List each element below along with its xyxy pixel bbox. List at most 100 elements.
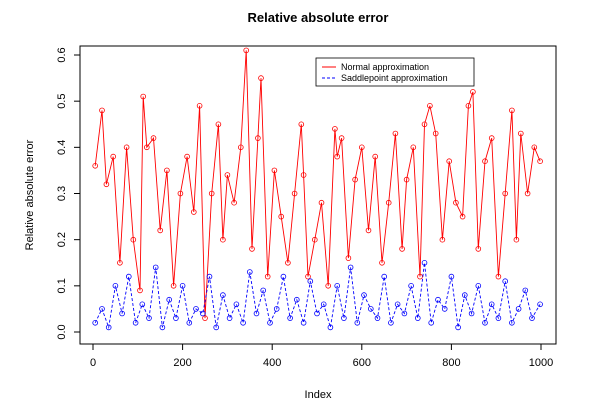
data-point [267,319,273,326]
data-point [338,135,345,141]
data-point [139,301,146,308]
data-point [365,227,372,234]
data-point [334,282,341,289]
data-point [488,135,495,141]
data-point [186,319,193,326]
data-point [515,306,522,312]
data-point [220,236,226,243]
data-point [427,103,433,109]
data-point [381,273,388,280]
data-point [325,282,332,289]
data-point [347,264,354,271]
data-point [300,319,307,326]
data-point [307,278,314,285]
data-point [488,301,495,308]
data-point [414,315,421,321]
data-point [298,121,305,128]
data-point [202,315,208,321]
data-point [253,310,260,317]
y-tick-label: 0.4 [56,140,68,155]
data-point [318,199,325,206]
data-point [517,130,524,137]
legend-label-normal: Normal approximation [341,62,429,72]
data-point [130,236,137,243]
y-tick-label: 0.3 [56,186,68,201]
data-point [271,167,278,174]
data-point [495,273,502,280]
data-point [332,126,338,132]
data-point [305,273,311,280]
data-point [240,319,246,326]
data-point [470,89,476,95]
data-point [226,315,233,321]
chart-title: Relative absolute error [248,10,389,25]
data-point [243,47,250,54]
data-point [110,153,116,160]
plot-frame [79,45,557,345]
data-point [191,209,197,215]
y-tick-label: 0.0 [56,324,68,339]
data-point [170,282,177,289]
data-point [215,121,222,128]
data-point [327,324,334,331]
data-point [146,315,152,321]
data-point [367,306,374,312]
data-point [179,282,186,289]
data-point [291,190,298,197]
data-point [314,310,320,317]
data-point [293,296,300,303]
data-point [249,246,255,252]
data-point [475,246,482,252]
y-tick-label: 0.5 [56,94,68,109]
data-point [99,107,105,114]
data-point [206,273,213,280]
data-point [522,287,529,294]
data-point [132,319,139,326]
data-point [509,107,515,114]
series-line [94,262,541,330]
data-point [177,190,184,197]
data-point [531,144,538,151]
data-point [385,199,392,206]
data-point [144,144,150,151]
y-tick-label: 0.2 [56,232,68,247]
x-tick-label: 600 [353,357,371,369]
y-axis: 0.0 0.1 0.2 0.3 0.4 0.5 0.6 [56,47,80,340]
data-point [166,296,173,303]
data-point [258,75,264,81]
data-point [220,292,226,298]
data-point [159,324,166,331]
x-axis: 0 200 400 600 800 1000 [90,344,553,369]
data-point [446,158,453,165]
legend-box [315,57,475,87]
x-tick-label: 1000 [529,357,553,369]
data-point [184,153,190,160]
data-point [448,273,455,280]
y-tick-label: 0.6 [56,47,68,62]
data-point [482,158,488,165]
data-point [465,103,472,109]
data-point [392,130,399,137]
data-point [482,319,488,326]
data-point [92,319,98,326]
data-point [193,306,199,312]
data-point [119,310,125,317]
data-point [475,282,482,289]
data-point [421,259,428,266]
data-point [150,135,157,141]
data-point [408,282,414,289]
series-line [94,50,541,319]
data-point [200,310,206,317]
data-point [401,310,408,317]
data-point [537,301,543,308]
data-point [103,181,110,188]
data-point [394,301,401,308]
data-point [372,153,379,160]
data-point [502,190,509,197]
data-point [432,130,439,137]
data-point [354,319,361,326]
data-point [157,227,164,234]
data-point [453,199,459,206]
data-point [105,324,112,331]
x-axis-title: Index [305,389,332,401]
